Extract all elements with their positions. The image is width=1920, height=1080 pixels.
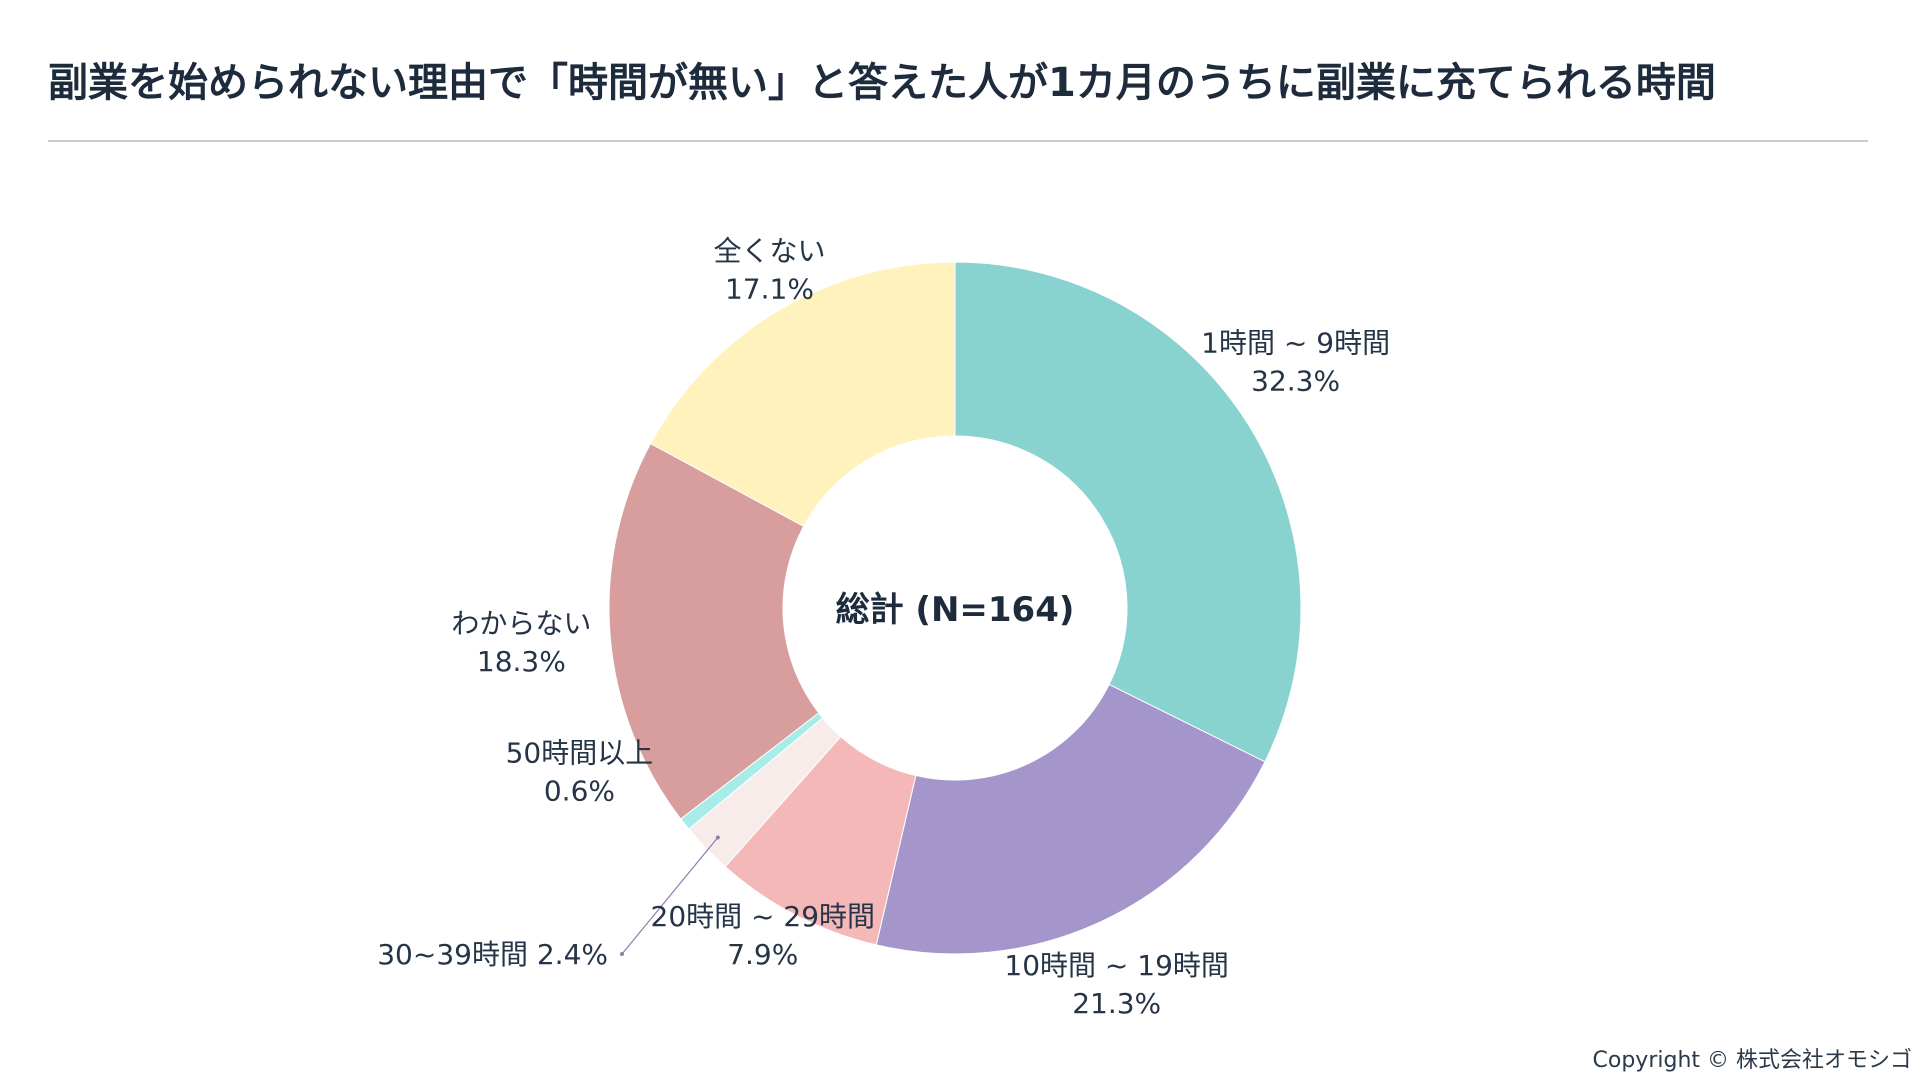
chart-title: 副業を始められない理由で「時間が無い」と答えた人が1カ月のうちに副業に充てられる…: [48, 60, 1716, 106]
copyright-text: Copyright © 株式会社オモシゴ: [1592, 1048, 1912, 1073]
slice-label-4: 50時間以上 0.6%: [506, 736, 654, 807]
slice-label-5: わからない 18.3%: [451, 607, 591, 678]
donut-slice-6: [649, 261, 956, 527]
donut-slice-1: [875, 683, 1266, 955]
donut-slice-5: [608, 442, 820, 820]
leader-dot-end-3: [620, 952, 624, 956]
label-group: 1時間 ~ 9時間 32.3% 10時間 ~ 19時間 21.3% 20時間 ~ 29時…: [377, 235, 1390, 1020]
donut-slice-0: [954, 261, 1302, 763]
leader-dot-start-3: [715, 835, 720, 840]
center-label: 総計 (N=164): [836, 590, 1075, 630]
slice-label-2: 20時間 ~ 29時間 7.9%: [651, 900, 876, 971]
leader-line-3: [621, 837, 719, 955]
slice-group: [608, 261, 1302, 955]
slice-label-6: 全くない 17.1%: [713, 235, 825, 306]
slice-label-3: 30~39時間 2.4%: [377, 938, 608, 971]
slice-label-0: 1時間 ~ 9時間 32.3%: [1201, 326, 1390, 397]
slice-label-1: 10時間 ~ 19時間 21.3%: [1004, 949, 1229, 1020]
title-divider: [48, 140, 1868, 142]
leader-line-group: [620, 835, 720, 956]
